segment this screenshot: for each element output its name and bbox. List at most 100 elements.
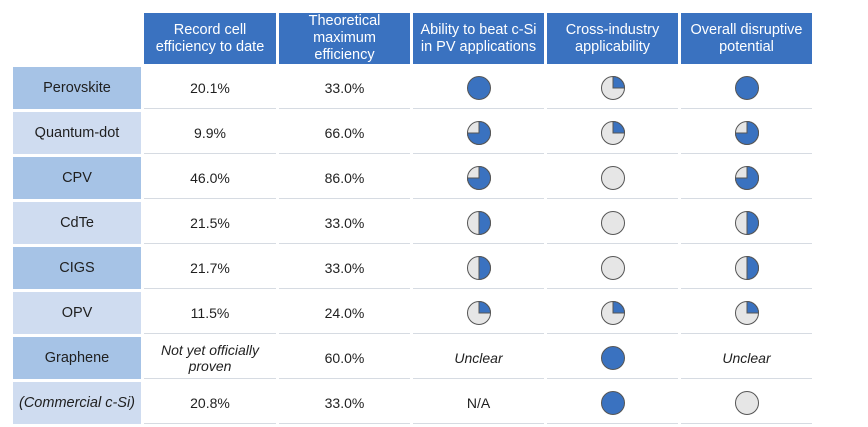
- table-row: OPV 11.5% 24.0%: [13, 292, 812, 334]
- harvey-ball-icon: [734, 75, 759, 100]
- harvey-ball-fill: [466, 120, 491, 145]
- harvey-ball-icon: [600, 120, 625, 145]
- cross-industry-cell: [547, 292, 678, 334]
- harvey-ball-fill: [478, 255, 491, 280]
- harvey-ball-icon: [734, 255, 759, 280]
- table-row: CIGS 21.7% 33.0%: [13, 247, 812, 289]
- cross-industry-cell: [547, 247, 678, 289]
- beat-csi-cell: [413, 157, 544, 199]
- row-label: CPV: [13, 157, 141, 199]
- row-label: CIGS: [13, 247, 141, 289]
- harvey-ball-circle: [734, 390, 759, 415]
- record-efficiency-cell: 21.7%: [144, 247, 276, 289]
- row-label: OPV: [13, 292, 141, 334]
- header-theoretical-efficiency: Theoretical maximum efficiency: [279, 13, 410, 64]
- table-body: Perovskite 20.1% 33.0% Quantum-dot 9.9% 66.0%…: [13, 67, 812, 424]
- record-efficiency-cell: 20.1%: [144, 67, 276, 109]
- harvey-ball-circle: [600, 165, 625, 190]
- harvey-ball-circle: [734, 75, 759, 100]
- harvey-ball-circle: [466, 75, 491, 100]
- header-corner: [13, 13, 141, 64]
- disruptive-potential-cell: [681, 202, 812, 244]
- harvey-ball-fill: [746, 300, 759, 313]
- beat-csi-cell: [413, 202, 544, 244]
- harvey-ball-icon: [734, 390, 759, 415]
- harvey-ball-icon: [466, 210, 491, 235]
- row-label: Perovskite: [13, 67, 141, 109]
- cross-industry-cell: [547, 112, 678, 154]
- row-label: (Commercial c-Si): [13, 382, 141, 424]
- header-disruptive-potential: Overall disruptive potential: [681, 13, 812, 64]
- harvey-ball-icon: [466, 75, 491, 100]
- cross-industry-cell: [547, 202, 678, 244]
- harvey-ball-circle: [600, 345, 625, 370]
- harvey-ball-icon: [600, 390, 625, 415]
- beat-csi-cell-text: N/A: [413, 382, 544, 424]
- cross-industry-cell: [547, 157, 678, 199]
- harvey-ball-fill: [612, 75, 625, 88]
- table-row: (Commercial c-Si) 20.8% 33.0% N/A: [13, 382, 812, 424]
- theoretical-efficiency-cell: 33.0%: [279, 202, 410, 244]
- cross-industry-cell: [547, 382, 678, 424]
- disruptive-potential-cell: [681, 157, 812, 199]
- table-row: Graphene Not yet officially proven 60.0% Un…: [13, 337, 812, 379]
- cross-industry-cell: [547, 337, 678, 379]
- header-row: Record cell efficiency to date Theoretic…: [13, 13, 812, 64]
- harvey-ball-fill: [746, 255, 759, 280]
- theoretical-efficiency-cell: 86.0%: [279, 157, 410, 199]
- theoretical-efficiency-cell: 60.0%: [279, 337, 410, 379]
- beat-csi-cell: [413, 292, 544, 334]
- record-efficiency-cell: 46.0%: [144, 157, 276, 199]
- theoretical-efficiency-cell: 33.0%: [279, 247, 410, 289]
- table-row: CdTe 21.5% 33.0%: [13, 202, 812, 244]
- beat-csi-cell-text: Unclear: [413, 337, 544, 379]
- header-record-efficiency: Record cell efficiency to date: [144, 13, 276, 64]
- harvey-ball-icon: [600, 75, 625, 100]
- harvey-ball-icon: [734, 165, 759, 190]
- table-row: Quantum-dot 9.9% 66.0%: [13, 112, 812, 154]
- record-efficiency-cell: Not yet officially proven: [144, 337, 276, 379]
- disruptive-potential-cell-text: Unclear: [681, 337, 812, 379]
- theoretical-efficiency-cell: 66.0%: [279, 112, 410, 154]
- row-label: CdTe: [13, 202, 141, 244]
- disruptive-potential-cell: [681, 382, 812, 424]
- header-beat-csi: Ability to beat c-Si in PV applications: [413, 13, 544, 64]
- theoretical-efficiency-cell: 33.0%: [279, 382, 410, 424]
- theoretical-efficiency-cell: 33.0%: [279, 67, 410, 109]
- harvey-ball-icon: [466, 300, 491, 325]
- record-efficiency-cell: 11.5%: [144, 292, 276, 334]
- table-row: CPV 46.0% 86.0%: [13, 157, 812, 199]
- harvey-ball-icon: [600, 345, 625, 370]
- harvey-ball-icon: [600, 165, 625, 190]
- beat-csi-cell: [413, 247, 544, 289]
- header-cross-industry: Cross-industry applicability: [547, 13, 678, 64]
- harvey-ball-icon: [466, 165, 491, 190]
- harvey-ball-circle: [600, 255, 625, 280]
- harvey-ball-icon: [466, 255, 491, 280]
- harvey-ball-fill: [478, 300, 491, 313]
- disruptive-potential-cell: [681, 292, 812, 334]
- harvey-ball-fill: [612, 120, 625, 133]
- beat-csi-cell: [413, 67, 544, 109]
- record-efficiency-cell: 9.9%: [144, 112, 276, 154]
- beat-csi-cell: [413, 112, 544, 154]
- harvey-ball-fill: [746, 210, 759, 235]
- harvey-ball-icon: [734, 120, 759, 145]
- record-efficiency-cell: 21.5%: [144, 202, 276, 244]
- harvey-ball-fill: [734, 120, 759, 145]
- harvey-ball-icon: [600, 255, 625, 280]
- disruptive-potential-cell: [681, 247, 812, 289]
- row-label: Graphene: [13, 337, 141, 379]
- harvey-ball-icon: [734, 300, 759, 325]
- harvey-ball-fill: [466, 165, 491, 190]
- harvey-ball-fill: [478, 210, 491, 235]
- cross-industry-cell: [547, 67, 678, 109]
- record-efficiency-cell: 20.8%: [144, 382, 276, 424]
- harvey-ball-icon: [734, 210, 759, 235]
- table-row: Perovskite 20.1% 33.0%: [13, 67, 812, 109]
- harvey-ball-icon: [600, 300, 625, 325]
- disruptive-potential-cell: [681, 67, 812, 109]
- harvey-ball-icon: [466, 120, 491, 145]
- row-label: Quantum-dot: [13, 112, 141, 154]
